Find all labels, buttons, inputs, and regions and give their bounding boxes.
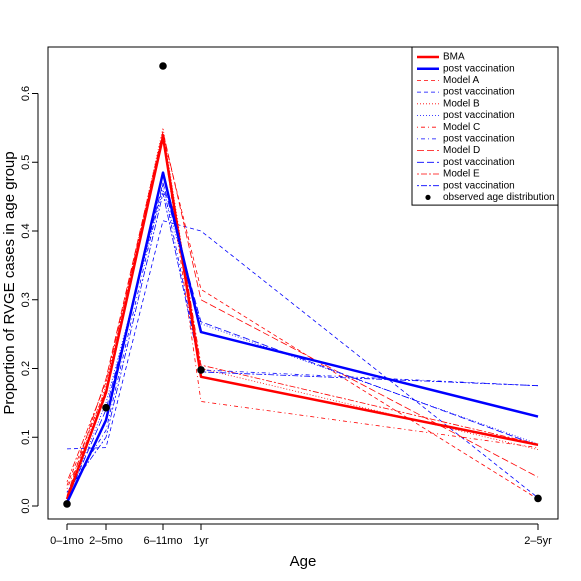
plot-frame: [47, 46, 559, 520]
y-axis-label: Proportion of RVGE cases in age group: [1, 151, 18, 414]
x-axis: 0–1mo 2–5mo 6–11mo 1yr 2–5yr: [50, 523, 552, 547]
legend-label: post vaccination: [443, 110, 515, 121]
series-line-9: [66, 182, 539, 500]
y-tick-label: 0.3: [20, 292, 32, 307]
x-tick-label: 0–1mo: [50, 535, 84, 547]
legend-label: BMA: [443, 52, 465, 63]
legend-label: post vaccination: [443, 87, 515, 98]
legend-label: Model B: [443, 98, 480, 109]
series-line-4: [66, 127, 539, 498]
x-tick-label: 2–5mo: [89, 535, 123, 547]
y-tick-label: 0.5: [20, 155, 32, 170]
observed-point: [159, 62, 167, 70]
series-layer: [65, 127, 539, 504]
x-tick-label: 2–5yr: [524, 535, 552, 547]
observed-point: [197, 366, 205, 374]
series-line-8: [66, 130, 539, 496]
legend-label: post vaccination: [443, 180, 515, 191]
y-tick-label: 0.2: [20, 361, 32, 376]
legend-label: Model A: [443, 75, 479, 86]
series-line-3: [66, 220, 539, 499]
series-line-6: [66, 137, 539, 489]
legend-label: Model E: [443, 169, 480, 180]
legend-label: Model D: [443, 145, 480, 156]
legend-label: post vaccination: [443, 157, 515, 168]
series-line-1: [65, 171, 539, 504]
observed-point: [534, 494, 542, 503]
series-line-10: [66, 132, 539, 483]
legend-box: [411, 46, 559, 206]
observed-point: [63, 500, 71, 508]
series-line-0: [65, 135, 539, 500]
legend-label: observed age distribution: [443, 192, 555, 203]
y-tick-label: 0.6: [20, 86, 32, 101]
y-tick-label: 0.1: [20, 430, 32, 445]
x-axis-label: Age: [290, 553, 317, 570]
legend-label: Model C: [443, 122, 480, 133]
x-tick-label: 1yr: [193, 535, 209, 547]
points-layer: [63, 62, 542, 508]
observed-point: [102, 403, 110, 412]
legend-label: post vaccination: [443, 63, 515, 74]
legend-label: post vaccination: [443, 134, 515, 145]
series-line-11: [66, 192, 539, 493]
legend-point-swatch: [425, 194, 431, 200]
x-tick-label: 6–11mo: [144, 535, 183, 547]
y-tick-label: 0.0: [20, 498, 32, 513]
y-tick-label: 0.4: [20, 223, 32, 238]
y-axis: 0.0 0.1 0.2 0.3 0.4 0.5 0.6: [20, 86, 39, 514]
